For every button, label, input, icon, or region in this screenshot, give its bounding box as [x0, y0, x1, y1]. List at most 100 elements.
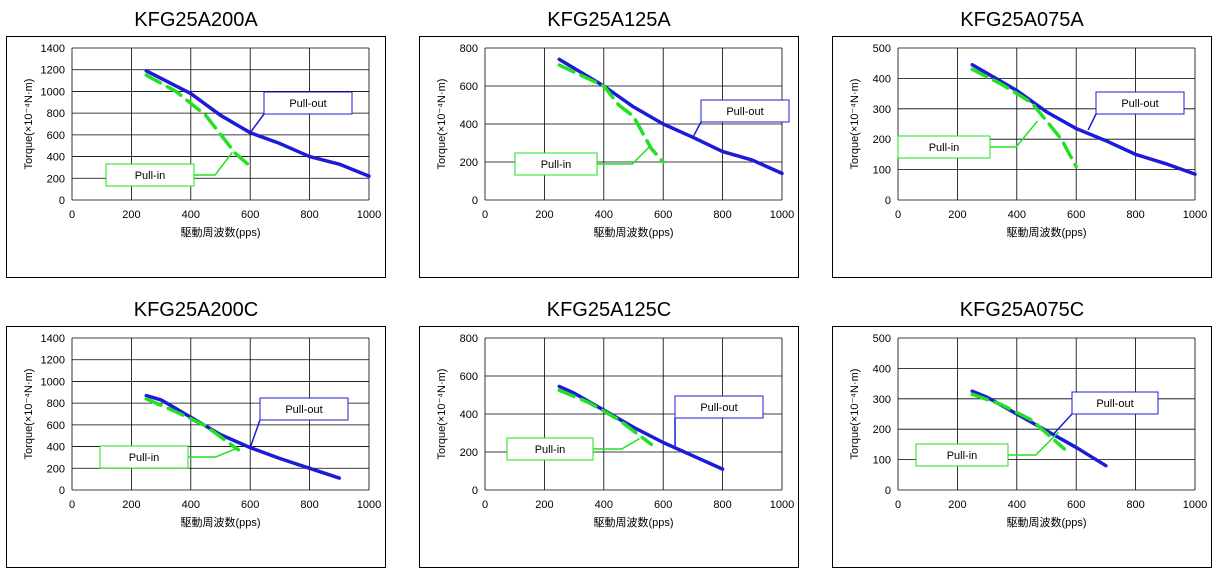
pull-out-label: Pull-out	[289, 98, 326, 110]
chart-title: KFG25A125C	[419, 298, 799, 322]
x-tick-label: 800	[300, 209, 318, 221]
y-tick-label: 500	[873, 43, 891, 55]
y-tick-label: 0	[59, 195, 65, 207]
y-tick-label: 200	[47, 463, 65, 475]
x-axis-label: 駆動周波数(pps)	[593, 515, 673, 529]
x-tick-label: 800	[300, 499, 318, 511]
y-axis-label: Torque(×10⁻⁴N·m)	[23, 79, 35, 170]
x-tick-label: 1000	[357, 209, 381, 221]
y-tick-label: 600	[47, 130, 65, 142]
chart-title: KFG25A075A	[832, 8, 1212, 32]
x-tick-label: 600	[654, 209, 672, 221]
y-tick-label: 1200	[41, 355, 65, 367]
y-tick-label: 1000	[41, 86, 65, 98]
x-axis-label: 駆動周波数(pps)	[1006, 515, 1086, 529]
pull-in-label: Pull-in	[541, 159, 572, 171]
x-tick-label: 400	[595, 209, 613, 221]
pull-in-label: Pull-in	[929, 142, 960, 154]
y-tick-label: 300	[873, 104, 891, 116]
x-tick-label: 400	[1008, 209, 1026, 221]
x-tick-label: 200	[122, 209, 140, 221]
x-axis-label: 駆動周波数(pps)	[593, 225, 673, 239]
y-tick-label: 0	[885, 195, 891, 207]
y-tick-label: 600	[460, 81, 478, 93]
x-tick-label: 1000	[770, 209, 794, 221]
y-tick-label: 400	[47, 442, 65, 454]
y-tick-label: 400	[873, 363, 891, 375]
y-tick-label: 600	[460, 371, 478, 383]
y-axis-label: Torque(×10⁻⁴N·m)	[436, 79, 448, 170]
chart-title: KFG25A200A	[6, 8, 386, 32]
x-tick-label: 800	[713, 499, 731, 511]
y-axis-label: Torque(×10⁻⁴N·m)	[23, 369, 35, 460]
x-tick-label: 600	[241, 209, 259, 221]
y-tick-label: 400	[460, 119, 478, 131]
x-tick-label: 200	[535, 499, 553, 511]
x-tick-label: 600	[241, 499, 259, 511]
pull-out-label: Pull-out	[285, 404, 322, 416]
x-tick-label: 400	[1008, 499, 1026, 511]
y-tick-label: 0	[885, 485, 891, 497]
x-tick-label: 200	[122, 499, 140, 511]
x-tick-label: 200	[948, 499, 966, 511]
torque-chart-5: 0 200 400 600 800 1000 0 200 400 600 800 駆動周波数(pps)…	[419, 326, 799, 568]
pull-in-label: Pull-in	[129, 452, 160, 464]
x-tick-label: 1000	[1183, 209, 1207, 221]
y-tick-label: 1000	[41, 376, 65, 388]
pull-out-label: Pull-out	[1121, 98, 1158, 110]
x-tick-label: 800	[1126, 209, 1144, 221]
chart-title: KFG25A125A	[419, 8, 799, 32]
y-tick-label: 300	[873, 394, 891, 406]
y-tick-label: 0	[472, 195, 478, 207]
chart-title: KFG25A075C	[832, 298, 1212, 322]
y-tick-label: 500	[873, 333, 891, 345]
x-tick-label: 0	[69, 499, 75, 511]
y-tick-label: 800	[460, 43, 478, 55]
y-tick-label: 200	[460, 447, 478, 459]
x-tick-label: 600	[1067, 499, 1085, 511]
x-tick-label: 400	[182, 499, 200, 511]
y-tick-label: 200	[47, 173, 65, 185]
y-tick-label: 100	[873, 165, 891, 177]
y-tick-label: 200	[873, 134, 891, 146]
y-axis-label: Torque(×10⁻⁴N·m)	[849, 79, 861, 170]
y-tick-label: 1400	[41, 333, 65, 345]
x-tick-label: 600	[654, 499, 672, 511]
y-axis-label: Torque(×10⁻⁴N·m)	[849, 369, 861, 460]
y-tick-label: 800	[460, 333, 478, 345]
x-tick-label: 1000	[770, 499, 794, 511]
pull-in-label: Pull-in	[135, 170, 166, 182]
y-tick-label: 800	[47, 108, 65, 120]
y-tick-label: 200	[873, 424, 891, 436]
chart-panel-5: KFG25A125C 0 200 400 600 800 1000 0 200 400 600 80…	[419, 298, 799, 568]
pull-in-label: Pull-in	[535, 444, 566, 456]
x-tick-label: 0	[895, 209, 901, 221]
pull-out-label: Pull-out	[700, 402, 737, 414]
x-tick-label: 0	[482, 499, 488, 511]
y-tick-label: 1400	[41, 43, 65, 55]
x-tick-label: 400	[595, 499, 613, 511]
y-tick-label: 0	[59, 485, 65, 497]
x-tick-label: 1000	[357, 499, 381, 511]
pull-in-label: Pull-in	[947, 450, 978, 462]
x-tick-label: 0	[482, 209, 488, 221]
x-tick-label: 200	[948, 209, 966, 221]
y-tick-label: 400	[460, 409, 478, 421]
chart-title: KFG25A200C	[6, 298, 386, 322]
x-tick-label: 200	[535, 209, 553, 221]
pull-out-label: Pull-out	[1096, 398, 1133, 410]
y-tick-label: 0	[472, 485, 478, 497]
y-tick-label: 800	[47, 398, 65, 410]
x-axis-label: 駆動周波数(pps)	[180, 515, 260, 529]
y-tick-label: 100	[873, 455, 891, 467]
pull-out-label: Pull-out	[726, 106, 763, 118]
